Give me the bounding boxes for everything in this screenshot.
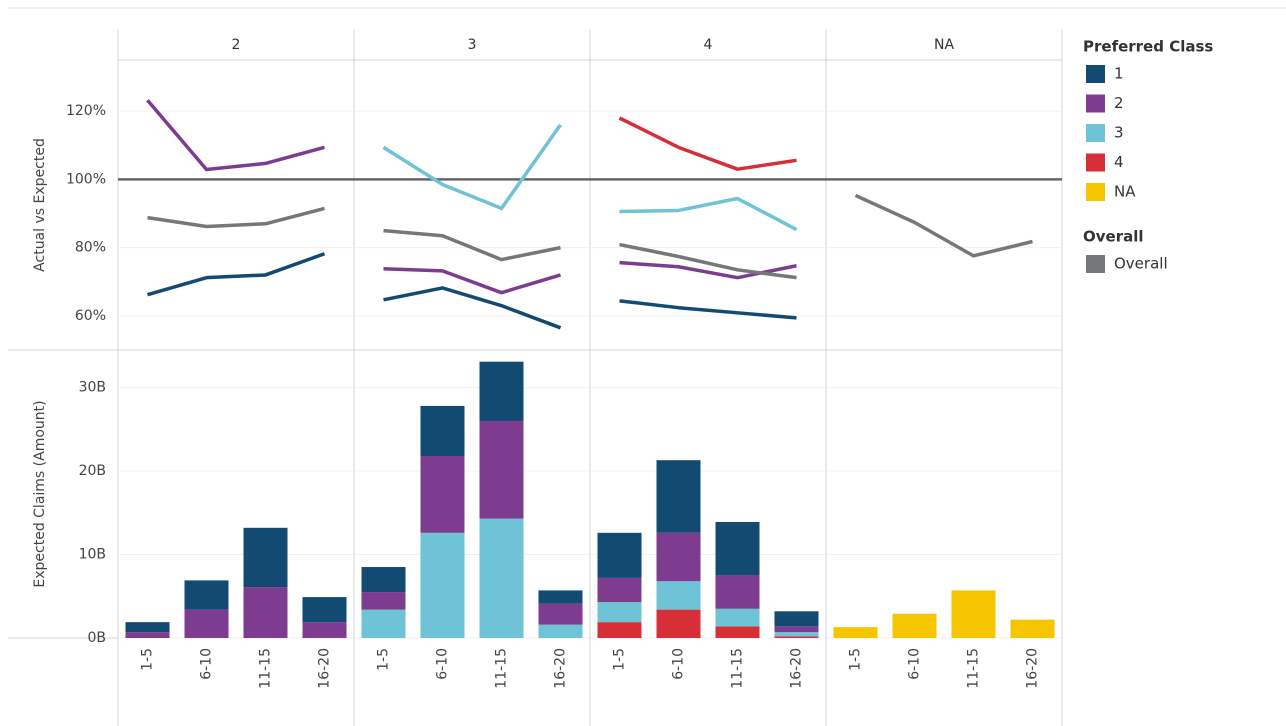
- facet-header: 4: [704, 37, 713, 53]
- bar-segment: [243, 587, 288, 638]
- bar-segment: [715, 626, 760, 638]
- x-tick-label: 16-20: [553, 648, 569, 689]
- bar-segment: [833, 627, 878, 638]
- facet-header: 3: [468, 37, 477, 53]
- x-tick-label: 11-15: [494, 648, 510, 689]
- x-tick-label: 6-10: [199, 648, 215, 680]
- line-series: [619, 242, 797, 280]
- legend-swatch: [1086, 183, 1105, 201]
- bar-segment: [538, 624, 583, 638]
- legend-label: 2: [1114, 94, 1124, 112]
- bar-segment: [597, 532, 642, 578]
- y-axis-title: Expected Claims (Amount): [32, 400, 48, 587]
- x-tick-label: 16-20: [317, 648, 333, 689]
- legend-label: 3: [1114, 124, 1124, 142]
- bar-segment: [184, 609, 229, 638]
- line-series: [382, 123, 562, 211]
- line-series: [383, 228, 561, 262]
- bar-segment: [774, 626, 819, 633]
- bar-segment: [656, 460, 701, 533]
- legend-swatch: [1086, 153, 1105, 172]
- y-tick-label: 60%: [75, 308, 106, 324]
- y-tick-label: 0B: [87, 630, 106, 646]
- y-tick-label: 20B: [79, 463, 106, 479]
- bar-segment: [302, 622, 347, 638]
- y-tick-label: 30B: [79, 380, 106, 396]
- legend-label: 4: [1114, 153, 1124, 171]
- facet-header: NA: [934, 37, 954, 53]
- line-series: [854, 193, 1033, 258]
- bar-segment: [774, 632, 819, 637]
- bar-segment: [597, 622, 642, 638]
- y-axis-title: Actual vs Expected: [32, 138, 48, 272]
- bar-segment: [538, 590, 583, 604]
- legend-swatch: [1086, 65, 1105, 83]
- bar-segment: [892, 613, 937, 638]
- bar-segment: [479, 361, 524, 421]
- line-series: [618, 116, 797, 171]
- bar-segment: [774, 611, 819, 627]
- y-tick-label: 100%: [66, 171, 106, 187]
- legend-swatch: [1086, 124, 1105, 142]
- x-tick-label: 11-15: [966, 648, 982, 689]
- bar-segment: [184, 580, 229, 610]
- x-tick-label: 1-5: [140, 648, 156, 671]
- x-tick-label: 11-15: [730, 648, 746, 689]
- line-series: [146, 99, 325, 172]
- y-tick-label: 80%: [75, 240, 106, 256]
- bar-segment: [656, 581, 701, 610]
- x-tick-label: 6-10: [435, 648, 451, 680]
- bar-segment: [951, 590, 996, 638]
- bar-segment: [361, 592, 406, 610]
- x-tick-label: 1-5: [612, 648, 628, 671]
- legend-swatch: [1086, 94, 1105, 113]
- bar-segment: [420, 456, 465, 533]
- x-tick-label: 6-10: [907, 648, 923, 680]
- line-series: [147, 206, 325, 229]
- legend-label: NA: [1114, 183, 1136, 201]
- bar-segment: [479, 420, 524, 519]
- line-series: [619, 260, 797, 280]
- bar-segment: [597, 577, 642, 603]
- bar-segment: [479, 518, 524, 638]
- bar-segment: [243, 527, 288, 588]
- bar-segment: [715, 521, 760, 576]
- bar-segment: [715, 575, 760, 609]
- legend-title: Overall: [1083, 228, 1144, 246]
- legend-label: Overall: [1114, 255, 1168, 273]
- bar-segment: [774, 636, 819, 638]
- bar-segment: [125, 632, 170, 638]
- x-tick-label: 11-15: [258, 648, 274, 689]
- bar-segment: [420, 532, 465, 638]
- bar-segment: [715, 608, 760, 627]
- bar-segment: [597, 602, 642, 623]
- bar-segment: [538, 603, 583, 625]
- line-series: [383, 267, 562, 295]
- bar-segment: [420, 405, 465, 457]
- legend-label: 1: [1114, 65, 1124, 83]
- y-tick-label: 120%: [66, 103, 106, 119]
- x-tick-label: 16-20: [1025, 648, 1041, 689]
- bar-segment: [361, 609, 406, 638]
- x-tick-label: 1-5: [376, 648, 392, 671]
- line-series: [147, 252, 326, 297]
- line-series: [383, 286, 562, 330]
- line-series: [619, 299, 797, 320]
- bar-segment: [302, 597, 347, 623]
- bar-segment: [656, 532, 701, 582]
- x-tick-label: 1-5: [848, 648, 864, 671]
- facet-header: 2: [232, 37, 241, 53]
- x-tick-label: 16-20: [789, 648, 805, 689]
- x-tick-label: 6-10: [671, 648, 687, 680]
- legend-title: Preferred Class: [1083, 38, 1213, 56]
- bar-segment: [1010, 619, 1055, 638]
- y-tick-label: 10B: [79, 547, 106, 563]
- legend-swatch: [1086, 255, 1105, 273]
- line-series: [619, 196, 798, 232]
- bar-segment: [361, 567, 406, 593]
- bar-segment: [125, 622, 170, 633]
- bar-segment: [656, 609, 701, 638]
